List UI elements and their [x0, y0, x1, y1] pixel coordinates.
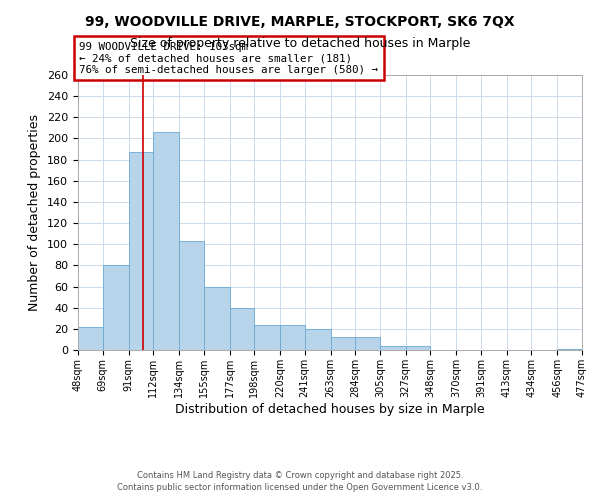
Bar	[305, 329, 331, 350]
Bar	[254, 324, 280, 350]
Bar	[78, 326, 103, 350]
X-axis label: Distribution of detached houses by size in Marple: Distribution of detached houses by size …	[175, 402, 485, 415]
Text: 99, WOODVILLE DRIVE, MARPLE, STOCKPORT, SK6 7QX: 99, WOODVILLE DRIVE, MARPLE, STOCKPORT, …	[85, 15, 515, 29]
Bar	[179, 241, 204, 350]
Bar	[280, 324, 305, 350]
Bar	[380, 346, 406, 350]
Y-axis label: Number of detached properties: Number of detached properties	[28, 114, 41, 311]
Text: Size of property relative to detached houses in Marple: Size of property relative to detached ho…	[130, 38, 470, 51]
Bar	[103, 266, 128, 350]
Text: 99 WOODVILLE DRIVE: 103sqm
← 24% of detached houses are smaller (181)
76% of sem: 99 WOODVILLE DRIVE: 103sqm ← 24% of deta…	[79, 42, 378, 75]
Bar	[230, 308, 254, 350]
Bar	[128, 152, 153, 350]
Bar	[557, 349, 582, 350]
Text: Contains public sector information licensed under the Open Government Licence v3: Contains public sector information licen…	[118, 484, 482, 492]
Bar	[204, 286, 230, 350]
Bar	[153, 132, 179, 350]
Bar	[406, 346, 430, 350]
Bar	[331, 338, 355, 350]
Bar	[355, 338, 380, 350]
Text: Contains HM Land Registry data © Crown copyright and database right 2025.: Contains HM Land Registry data © Crown c…	[137, 471, 463, 480]
